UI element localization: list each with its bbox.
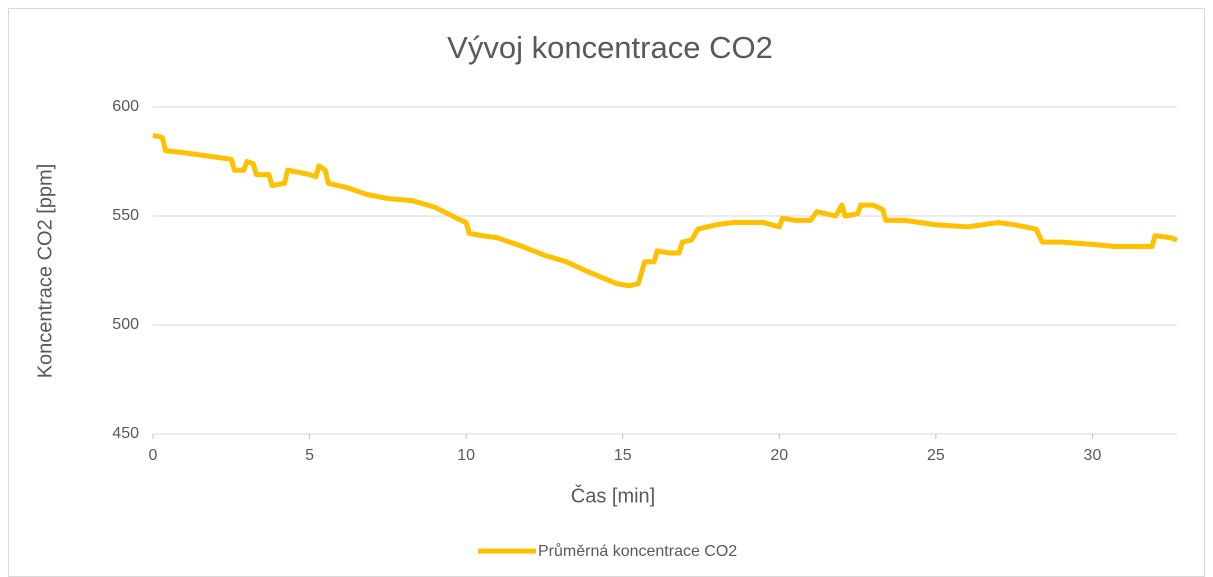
y-tick-label: 600 (112, 98, 139, 115)
data-line (152, 132, 1178, 289)
y-axis-label: Koncentrace CO2 [ppm] (34, 164, 56, 379)
x-tick-label: 20 (770, 447, 788, 464)
x-tick-label: 5 (305, 447, 314, 464)
x-tick-label: 0 (149, 447, 158, 464)
x-tick-label: 10 (457, 447, 475, 464)
x-tick-label: 15 (614, 447, 632, 464)
chart-title: Vývoj koncentrace CO2 (447, 30, 773, 65)
legend-label: Průměrná koncentrace CO2 (538, 542, 737, 560)
y-tick-label: 500 (112, 316, 139, 333)
chart-border (8, 8, 1205, 577)
x-tick-label: 25 (927, 447, 945, 464)
y-tick-label: 450 (112, 425, 139, 442)
x-axis-label: Čas [min] (571, 484, 655, 507)
y-tick-label: 550 (112, 207, 139, 224)
x-tick-label: 30 (1084, 447, 1102, 464)
